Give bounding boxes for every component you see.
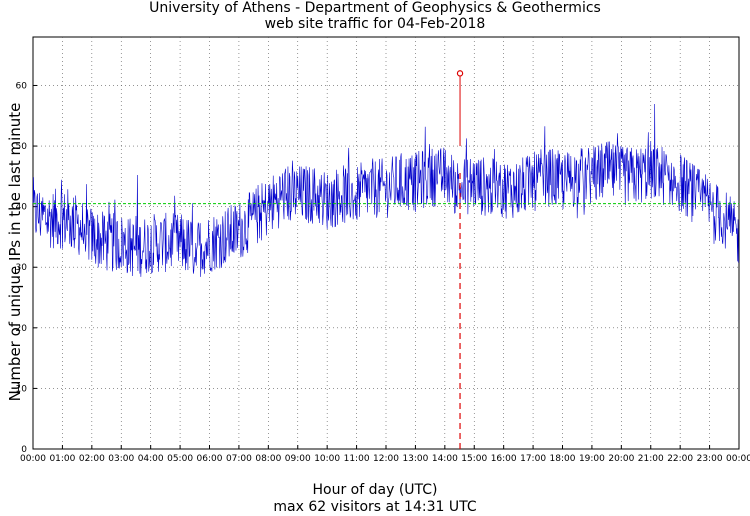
x-tick-label: 02:00 [79,454,105,464]
y-tick-label: 20 [16,324,28,334]
max-point [456,70,464,77]
x-tick-label: 15:00 [461,454,487,464]
x-tick-label: 03:00 [108,454,134,464]
x-tick-label: 05:00 [167,454,193,464]
y-tick-label: 0 [21,445,27,455]
chart-subtitle: web site traffic for 04-Feb-2018 [264,16,486,32]
x-tick-label: 11:00 [344,454,370,464]
x-tick-label: 19:00 [579,454,605,464]
x-tick-label: 04:00 [138,454,164,464]
y-tick-label: 50 [16,142,28,152]
y-tick-label: 30 [16,263,28,273]
x-tick-label: 10:00 [314,454,340,464]
x-tick-label: 22:00 [667,454,693,464]
x-tick-label: 12:00 [373,454,399,464]
x-tick-label: 06:00 [197,454,223,464]
x-tick-label: 07:00 [226,454,252,464]
series-line-visitors [32,103,739,277]
y-tick-label: 40 [16,203,28,213]
x-tick-label: 08:00 [255,454,281,464]
x-tick-label: 14:00 [432,454,458,464]
y-axis-label: Number of unique IPs in the last minute [6,102,24,402]
x-tick-label: 00:00 [20,454,46,464]
x-axis-label: Hour of day (UTC) [312,482,438,498]
x-tick-label: 20:00 [608,454,634,464]
x-tick-label: 21:00 [638,454,664,464]
x-tick-label: 18:00 [550,454,576,464]
max-visitors-note: max 62 visitors at 14:31 UTC [273,499,477,515]
chart-title: University of Athens - Department of Geo… [149,0,601,16]
y-tick-label: 60 [16,81,28,91]
x-tick-label: 09:00 [285,454,311,464]
x-tick-label: 23:00 [697,454,723,464]
x-tick-label: 16:00 [491,454,517,464]
x-tick-label: 01:00 [49,454,75,464]
x-tick-label: 00:00 [726,454,750,464]
x-tick-label: 17:00 [520,454,546,464]
x-tick-label: 13:00 [402,454,428,464]
y-tick-label: 10 [16,384,28,394]
